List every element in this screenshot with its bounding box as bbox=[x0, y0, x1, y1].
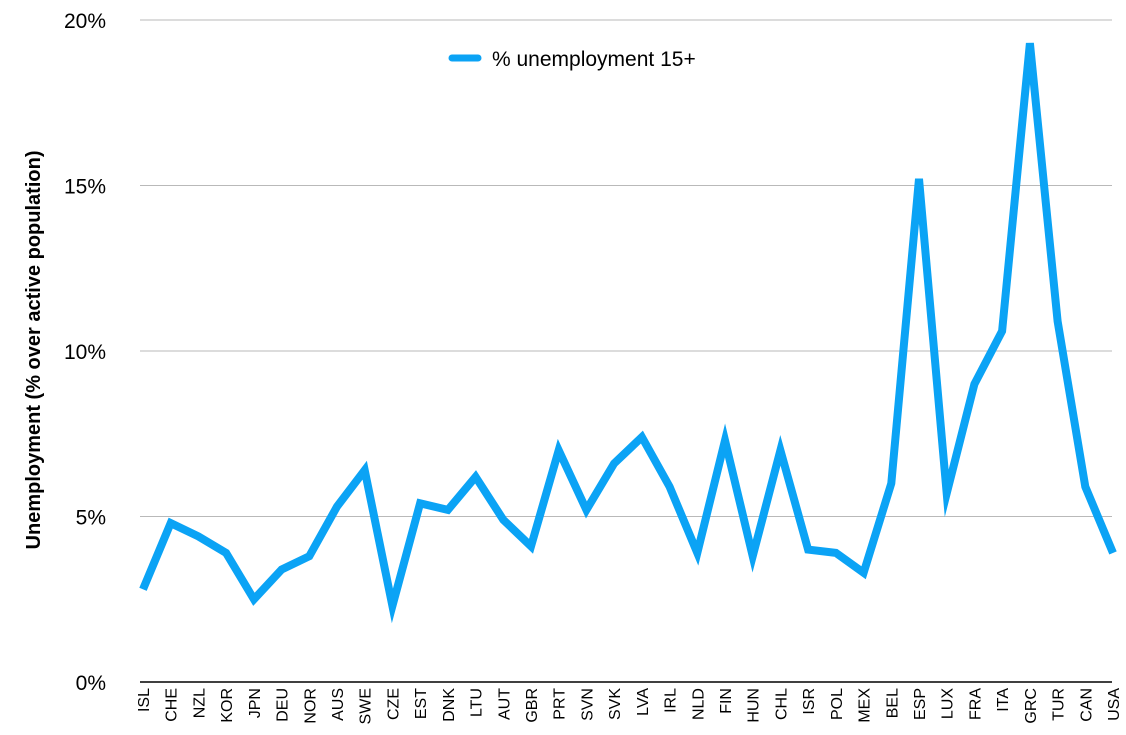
x-tick-label: GRC bbox=[1023, 688, 1040, 724]
x-tick-label: IRL bbox=[663, 688, 680, 713]
x-tick-label: AUS bbox=[330, 688, 347, 721]
x-tick-label: ESP bbox=[912, 688, 929, 720]
x-tick-label: CZE bbox=[385, 688, 402, 720]
x-tick-label: BEL bbox=[884, 688, 901, 718]
x-tick-label: LVA bbox=[635, 688, 652, 716]
x-tick-label: SVN bbox=[579, 688, 596, 721]
series-line bbox=[139, 42, 1117, 624]
x-tick-label: NZL bbox=[191, 688, 208, 718]
x-tick-label: POL bbox=[829, 688, 846, 720]
x-tick-label: DNK bbox=[441, 688, 458, 722]
x-tick-label: CAN bbox=[1078, 688, 1095, 722]
legend: % unemployment 15+ bbox=[448, 48, 696, 71]
x-tick-label: FIN bbox=[718, 688, 735, 714]
y-tick-label: 5% bbox=[76, 507, 106, 530]
x-tick-label: FRA bbox=[967, 688, 984, 720]
x-tick-label: EST bbox=[413, 688, 430, 719]
y-tick-label: 10% bbox=[64, 341, 106, 364]
x-axis-category-labels: ISL CHE NZL KOR JPN DEU NOR AUS SWE CZE EST DNK LTU A… bbox=[136, 688, 1123, 725]
gridlines bbox=[140, 19, 1112, 517]
x-tick-label: NOR bbox=[302, 688, 319, 724]
x-tick-label: CHE bbox=[164, 688, 181, 722]
y-tick-label: 20% bbox=[64, 10, 106, 33]
series-layer bbox=[139, 42, 1117, 624]
x-tick-label: MEX bbox=[857, 688, 874, 723]
x-tick-label: ITA bbox=[995, 688, 1012, 712]
x-tick-label: GBR bbox=[524, 688, 541, 723]
x-tick-label: ISR bbox=[801, 688, 818, 715]
y-tick-label: 15% bbox=[64, 176, 106, 199]
x-tick-label: HUN bbox=[746, 688, 763, 723]
y-tick-label: 0% bbox=[76, 672, 106, 695]
x-tick-label: SWE bbox=[358, 688, 375, 724]
y-axis-ticks: 0% 5% 10% 15% 20% bbox=[64, 10, 106, 695]
x-tick-label: TUR bbox=[1051, 688, 1068, 721]
x-tick-label: LUX bbox=[940, 688, 957, 719]
x-tick-label: NLD bbox=[690, 688, 707, 720]
x-tick-label: USA bbox=[1106, 688, 1123, 721]
x-tick-label: JPN bbox=[247, 688, 264, 718]
x-tick-label: DEU bbox=[275, 688, 292, 722]
x-tick-label: CHL bbox=[773, 688, 790, 720]
y-axis-title: Unemployment (% over active population) bbox=[23, 151, 45, 550]
x-tick-label: SVK bbox=[607, 688, 624, 720]
x-tick-label: AUT bbox=[496, 688, 513, 720]
x-tick-label: ISL bbox=[136, 688, 153, 712]
x-tick-label: KOR bbox=[219, 688, 236, 723]
x-tick-label: PRT bbox=[552, 688, 569, 720]
x-tick-label: LTU bbox=[469, 688, 486, 717]
legend-label: % unemployment 15+ bbox=[492, 48, 696, 71]
